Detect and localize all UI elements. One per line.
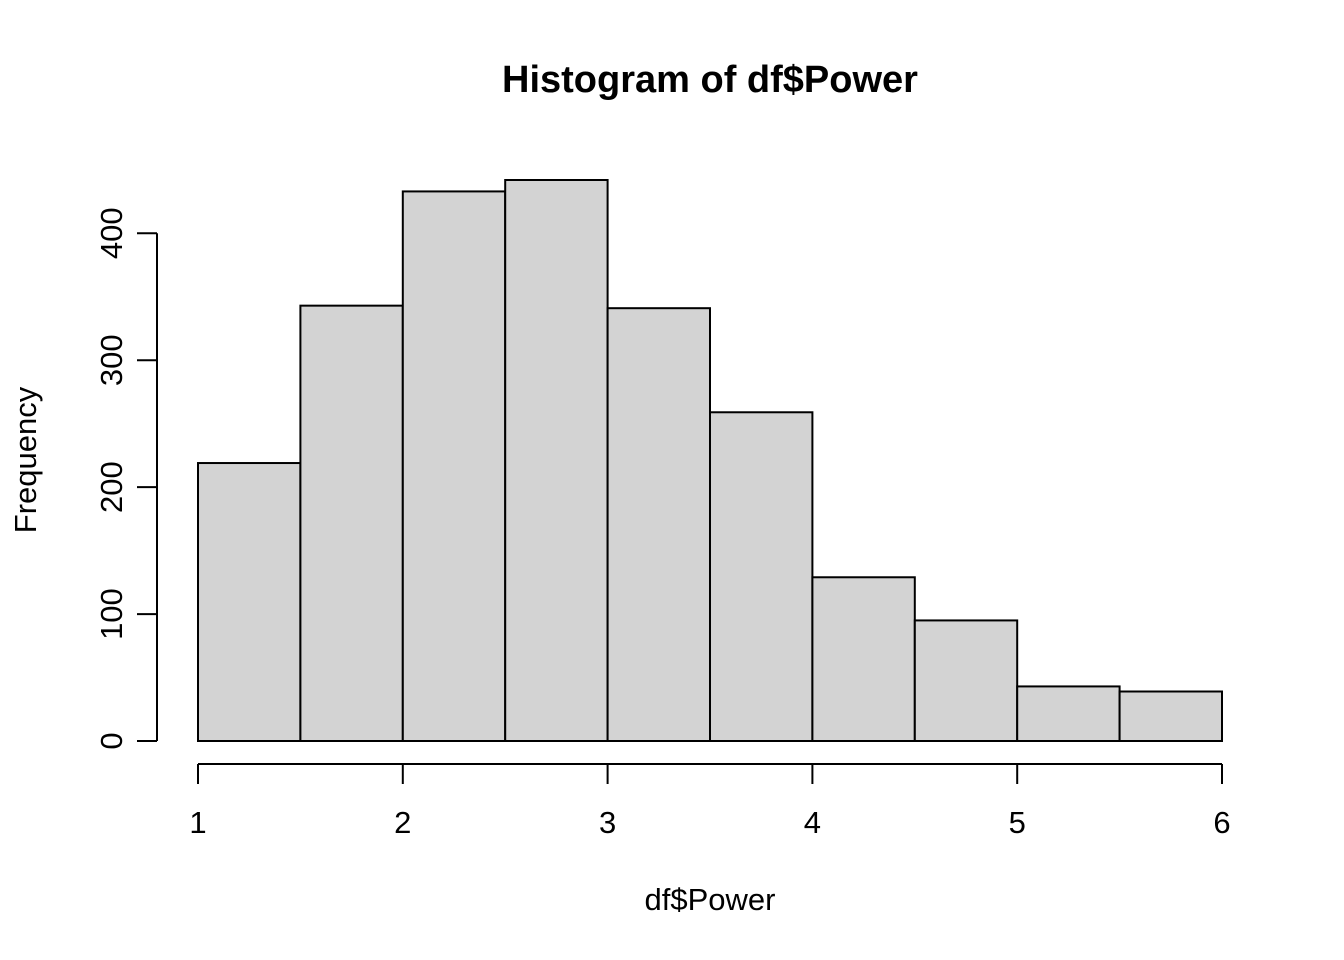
- y-tick-label: 300: [94, 334, 129, 386]
- y-tick-label: 200: [94, 461, 129, 513]
- y-tick-label: 0: [94, 732, 129, 749]
- y-axis-label: Frequency: [8, 386, 43, 533]
- histogram-bar: [913, 619, 1019, 743]
- y-tick-label: 400: [94, 207, 129, 259]
- y-axis: 0 100 200 300 400: [94, 207, 158, 750]
- histogram-bar: [811, 576, 916, 742]
- chart-title: Histogram of df$Power: [502, 59, 918, 101]
- x-tick-label: 5: [1009, 805, 1026, 840]
- y-tick-label: 100: [94, 588, 129, 640]
- histogram-bar: [504, 179, 609, 742]
- x-tick-label: 1: [189, 805, 206, 840]
- histogram-bar: [197, 462, 302, 742]
- histogram-bars: [197, 179, 1223, 743]
- histogram-bar: [709, 411, 814, 742]
- histogram-bar: [401, 190, 507, 742]
- x-tick-label: 6: [1213, 805, 1230, 840]
- histogram-bar: [1016, 685, 1121, 743]
- x-axis: 1 2 3 4 5 6: [189, 763, 1231, 840]
- x-tick-label: 3: [599, 805, 616, 840]
- x-axis-ticks: 1 2 3 4 5 6: [189, 764, 1231, 840]
- histogram-bar: [1118, 690, 1223, 742]
- histogram-bar: [299, 304, 404, 742]
- histogram-bar: [606, 307, 711, 742]
- y-axis-ticks: 0 100 200 300 400: [94, 207, 157, 750]
- x-axis-label: df$Power: [645, 882, 776, 917]
- x-tick-label: 4: [804, 805, 821, 840]
- x-tick-label: 2: [394, 805, 411, 840]
